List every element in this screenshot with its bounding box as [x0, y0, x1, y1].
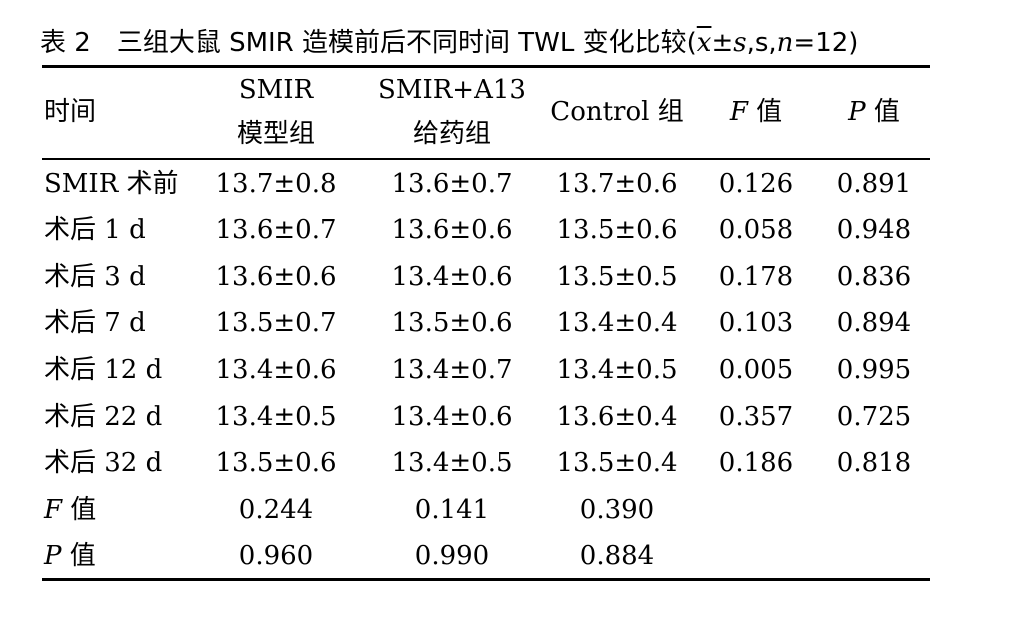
- f-row-symbol: F: [44, 495, 63, 525]
- header-smir-line2: 模型组: [236, 119, 315, 149]
- header-control: Control 组: [550, 97, 684, 127]
- f-row-a13: 0.141: [414, 495, 490, 525]
- p-row-label: P 值: [44, 541, 96, 571]
- row-a13: 13.4±0.5: [391, 448, 513, 478]
- row-control: 13.4±0.4: [556, 308, 678, 338]
- f-row-label-text: 值: [62, 495, 97, 525]
- row-control: 13.5±0.5: [556, 262, 678, 292]
- caption-sd-symbol: s: [733, 28, 747, 58]
- table-caption: 表 2 三组大鼠 SMIR 造模前后不同时间 TWL 变化比较(x±s,s,n=1…: [40, 22, 858, 64]
- row-p: 0.891: [836, 169, 912, 199]
- caption-text: 三组大鼠 SMIR 造模前后不同时间 TWL 变化比较(: [116, 28, 697, 58]
- row-time: SMIR 术前: [44, 169, 179, 199]
- table-number: 表 2: [40, 28, 91, 58]
- row-p: 0.725: [836, 402, 912, 432]
- row-smir: 13.7±0.8: [215, 169, 337, 199]
- row-p: 0.995: [836, 355, 912, 385]
- row-a13: 13.4±0.7: [391, 355, 513, 385]
- f-row-label: F 值: [44, 495, 96, 525]
- row-p: 0.818: [836, 448, 912, 478]
- row-time: 术后 7 d: [44, 308, 146, 338]
- row-time: 术后 1 d: [44, 215, 146, 245]
- header-time: 时间: [44, 97, 97, 127]
- row-time: 术后 12 d: [44, 355, 163, 385]
- row-f: 0.103: [718, 308, 794, 338]
- row-f: 0.178: [718, 262, 794, 292]
- header-f-symbol: F: [729, 97, 748, 127]
- row-time: 术后 3 d: [44, 262, 146, 292]
- p-row-control: 0.884: [579, 541, 655, 571]
- row-smir: 13.4±0.6: [215, 355, 337, 385]
- f-row-smir: 0.244: [238, 495, 314, 525]
- header-a13-line1: SMIR+A13: [378, 75, 526, 105]
- row-f: 0.058: [718, 215, 794, 245]
- row-time: 术后 32 d: [44, 448, 163, 478]
- header-smir-line1: SMIR: [238, 75, 314, 105]
- top-rule: [42, 65, 930, 68]
- header-p-value: P 值: [818, 97, 930, 127]
- row-f: 0.126: [718, 169, 794, 199]
- row-a13: 13.4±0.6: [391, 402, 513, 432]
- row-control: 13.4±0.5: [556, 355, 678, 385]
- row-smir: 13.5±0.6: [215, 448, 337, 478]
- p-row-a13: 0.990: [414, 541, 490, 571]
- header-f-label: 值: [747, 97, 783, 127]
- row-control: 13.5±0.6: [556, 215, 678, 245]
- row-smir: 13.6±0.7: [215, 215, 337, 245]
- header-p-symbol: P: [848, 97, 866, 127]
- row-smir: 13.5±0.7: [215, 308, 337, 338]
- f-row-control: 0.390: [579, 495, 655, 525]
- row-a13: 13.6±0.7: [391, 169, 513, 199]
- row-f: 0.186: [718, 448, 794, 478]
- row-f: 0.005: [718, 355, 794, 385]
- header-p-label: 值: [865, 97, 900, 127]
- caption-n-symbol: n: [776, 28, 794, 58]
- row-smir: 13.6±0.6: [215, 262, 337, 292]
- header-f-value: F 值: [694, 97, 818, 127]
- row-a13: 13.4±0.6: [391, 262, 513, 292]
- row-a13: 13.5±0.6: [391, 308, 513, 338]
- caption-mean-symbol: x: [696, 28, 712, 58]
- header-rule: [42, 158, 930, 160]
- row-control: 13.5±0.4: [556, 448, 678, 478]
- row-a13: 13.6±0.6: [391, 215, 513, 245]
- bottom-rule: [42, 578, 930, 581]
- header-a13-line2: 给药组: [412, 119, 491, 149]
- row-p: 0.948: [836, 215, 912, 245]
- caption-unit: ,s,: [746, 28, 777, 58]
- p-row-smir: 0.960: [238, 541, 314, 571]
- p-row-label-text: 值: [61, 541, 96, 571]
- row-p: 0.836: [836, 262, 912, 292]
- caption-n-value: =12): [793, 28, 859, 58]
- row-f: 0.357: [718, 402, 794, 432]
- row-p: 0.894: [836, 308, 912, 338]
- row-smir: 13.4±0.5: [215, 402, 337, 432]
- row-control: 13.7±0.6: [556, 169, 678, 199]
- row-time: 术后 22 d: [44, 402, 163, 432]
- p-row-symbol: P: [44, 541, 62, 571]
- row-control: 13.6±0.4: [556, 402, 678, 432]
- caption-plus-minus: ±: [711, 28, 734, 58]
